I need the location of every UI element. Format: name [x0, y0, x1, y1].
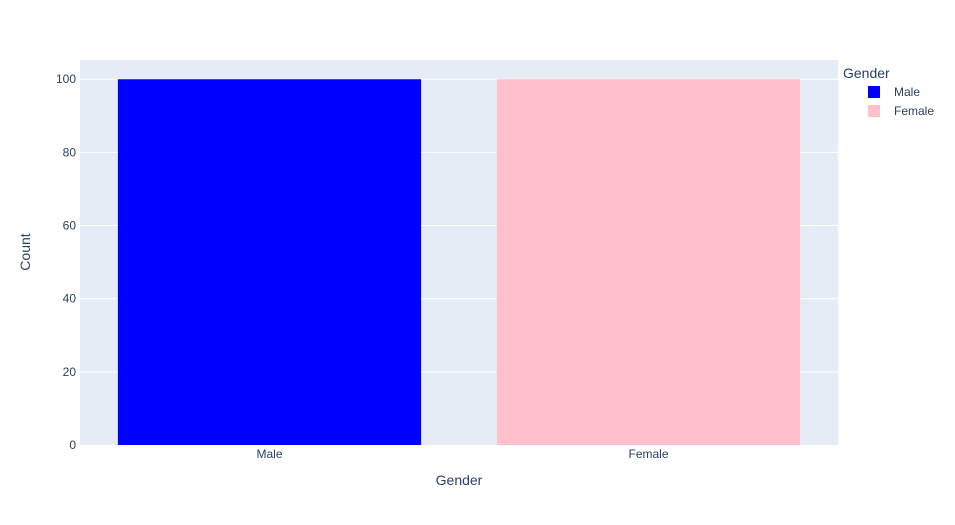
bars: [117, 79, 801, 446]
y-tick-label: 60: [63, 219, 77, 233]
y-tick-label: 20: [63, 365, 77, 379]
y-tick-label: 0: [69, 438, 76, 452]
y-axis-ticks: 0 20 40 60 80 100: [56, 72, 76, 452]
legend-label-male[interactable]: Male: [894, 85, 920, 99]
x-tick-label: Female: [628, 447, 668, 461]
y-axis-title: Count: [17, 233, 33, 270]
legend-title: Gender: [843, 65, 890, 81]
y-tick-label: 80: [63, 145, 77, 159]
legend: Gender Male Female: [843, 65, 934, 118]
legend-items: Male Female: [868, 85, 934, 118]
y-tick-label: 40: [63, 292, 77, 306]
legend-swatch-male[interactable]: [868, 86, 880, 98]
legend-label-female[interactable]: Female: [894, 104, 934, 118]
x-axis-ticks: Male Female: [256, 447, 668, 461]
legend-swatch-female[interactable]: [868, 105, 880, 117]
x-axis-title: Gender: [436, 472, 483, 488]
y-tick-label: 100: [56, 72, 76, 86]
bar-male[interactable]: [117, 79, 422, 446]
x-tick-label: Male: [256, 447, 282, 461]
bar-female[interactable]: [496, 79, 801, 446]
